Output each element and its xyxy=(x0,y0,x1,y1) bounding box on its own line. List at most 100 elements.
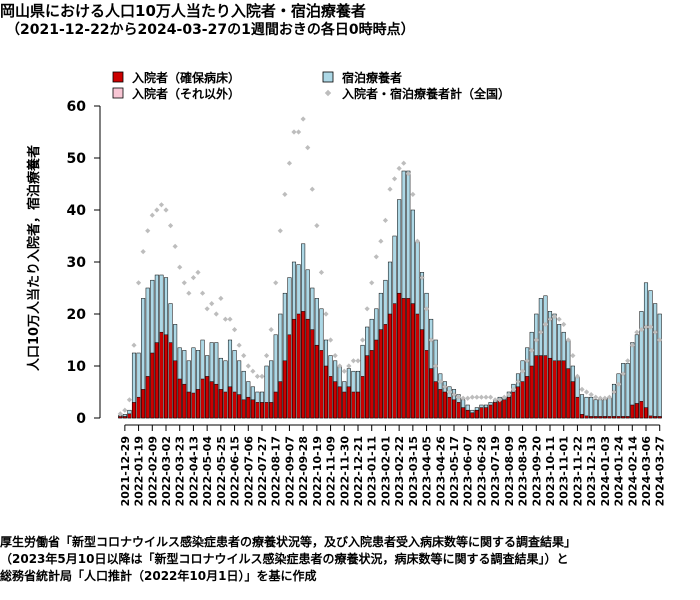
source-line: （2023年5月10日以降は「新型コロナウイルス感染症患者の療養状況，病床数等に… xyxy=(0,552,569,566)
bar-inpatient-secured xyxy=(378,329,383,419)
point-national xyxy=(405,171,411,177)
x-tick-label: 2022-01-19 xyxy=(133,436,146,506)
point-national xyxy=(309,186,315,192)
point-national xyxy=(250,368,256,374)
point-national xyxy=(277,228,283,234)
point-national xyxy=(551,314,558,320)
x-tick-label: 2022-07-27 xyxy=(256,436,269,506)
source-line: 厚生労働省「新型コロナウイルス感染症患者の療養状況等，及び入院患者受入病床数等に… xyxy=(0,535,577,549)
bar-inpatient-secured xyxy=(278,381,283,419)
point-national xyxy=(442,384,448,390)
y-axis: 0 10 20 30 40 50 60 xyxy=(67,99,101,427)
bar-inpatient-secured xyxy=(429,368,434,419)
x-tick-label: 2022-02-09 xyxy=(146,436,159,506)
bar-inpatient-secured xyxy=(543,355,548,419)
point-national xyxy=(140,249,146,255)
bar-inpatient-secured xyxy=(351,391,356,419)
point-national xyxy=(588,392,594,398)
point-national xyxy=(122,407,128,413)
point-national xyxy=(286,160,293,166)
bar-inpatient-secured xyxy=(246,396,251,419)
bar-inpatient-secured xyxy=(223,391,228,419)
bar-inpatient-secured xyxy=(237,394,242,419)
bar-inpatient-secured xyxy=(538,355,543,419)
point-national xyxy=(241,353,247,359)
bar-inpatient-secured xyxy=(301,311,306,419)
bar-inpatient-secured xyxy=(502,399,507,419)
x-tick-label: 2023-08-30 xyxy=(517,436,530,507)
point-national xyxy=(460,395,466,401)
point-national xyxy=(638,327,645,333)
bar-inpatient-secured xyxy=(269,402,274,419)
point-national xyxy=(515,379,521,385)
source-note: 厚生労働省「新型コロナウイルス感染症患者の療養状況等，及び入院患者受入病床数等に… xyxy=(0,534,576,585)
bar-inpatient-secured xyxy=(497,399,502,419)
y-tick-label: 30 xyxy=(67,255,87,271)
point-national xyxy=(643,324,649,330)
legend-swatch xyxy=(112,71,124,83)
point-national xyxy=(387,186,393,192)
bar-inpatient-secured xyxy=(355,391,361,419)
point-national xyxy=(149,212,155,218)
point-national xyxy=(570,353,576,359)
point-national xyxy=(478,394,485,400)
point-national xyxy=(254,373,261,379)
point-national xyxy=(561,321,567,327)
bar-inpatient-secured xyxy=(154,342,159,419)
bar-inpatient-secured xyxy=(287,334,292,419)
x-tick-label: 2023-02-01 xyxy=(379,436,392,506)
bar-inpatient-secured xyxy=(255,402,260,419)
point-national xyxy=(401,160,407,166)
point-national xyxy=(391,176,398,182)
bar-inpatient-secured xyxy=(579,414,585,419)
bar-inpatient-secured xyxy=(529,365,534,419)
point-national xyxy=(337,363,343,369)
point-national xyxy=(647,324,654,330)
point-national xyxy=(231,327,238,333)
bar-inpatient-secured xyxy=(346,386,351,419)
bar-inpatient-secured xyxy=(250,399,255,419)
point-national xyxy=(629,342,635,348)
point-national xyxy=(524,358,530,364)
x-tick-label: 2024-01-03 xyxy=(599,436,612,506)
bar-inpatient-secured xyxy=(136,396,141,419)
bar-inpatient-secured xyxy=(177,378,182,419)
bar-inpatient-secured xyxy=(259,402,265,419)
point-national xyxy=(579,386,585,392)
bar-lodging xyxy=(625,363,630,419)
bar-inpatient-secured xyxy=(173,360,178,419)
x-tick-label: 2024-03-27 xyxy=(654,436,667,506)
bar-inpatient-secured xyxy=(264,402,269,419)
x-tick-label: 2022-07-06 xyxy=(242,436,255,507)
x-tick-label: 2022-03-23 xyxy=(174,436,187,506)
chart-subtitle: （2021-12-22から2024-03-27の1週間おきの各日0時時点） xyxy=(6,22,415,38)
x-tick-label: 2023-03-15 xyxy=(407,436,420,506)
point-national xyxy=(135,280,142,286)
point-national xyxy=(263,353,270,359)
point-national xyxy=(483,394,489,400)
point-national xyxy=(602,395,608,401)
bar-inpatient-secured xyxy=(570,381,575,419)
point-national xyxy=(195,269,201,275)
x-tick-label: 2021-12-29 xyxy=(119,436,132,506)
bar-inpatient-secured xyxy=(186,391,191,419)
x-tick-label: 2023-07-19 xyxy=(489,436,502,506)
point-national xyxy=(378,238,384,244)
point-national xyxy=(282,191,288,197)
point-national xyxy=(222,316,229,322)
point-national xyxy=(547,316,553,322)
bar-inpatient-secured xyxy=(159,331,164,419)
bar-inpatient-secured xyxy=(520,381,525,419)
point-national xyxy=(625,358,631,364)
point-national xyxy=(414,238,421,244)
point-national xyxy=(186,290,192,296)
bar-inpatient-secured xyxy=(141,389,146,419)
x-tick-label: 2022-11-30 xyxy=(338,436,351,507)
bar-inpatient-secured xyxy=(589,416,594,419)
bar-inpatient-secured xyxy=(483,407,489,419)
point-national xyxy=(446,389,453,395)
bar-lodging xyxy=(653,303,658,419)
bar-inpatient-secured xyxy=(442,391,447,419)
